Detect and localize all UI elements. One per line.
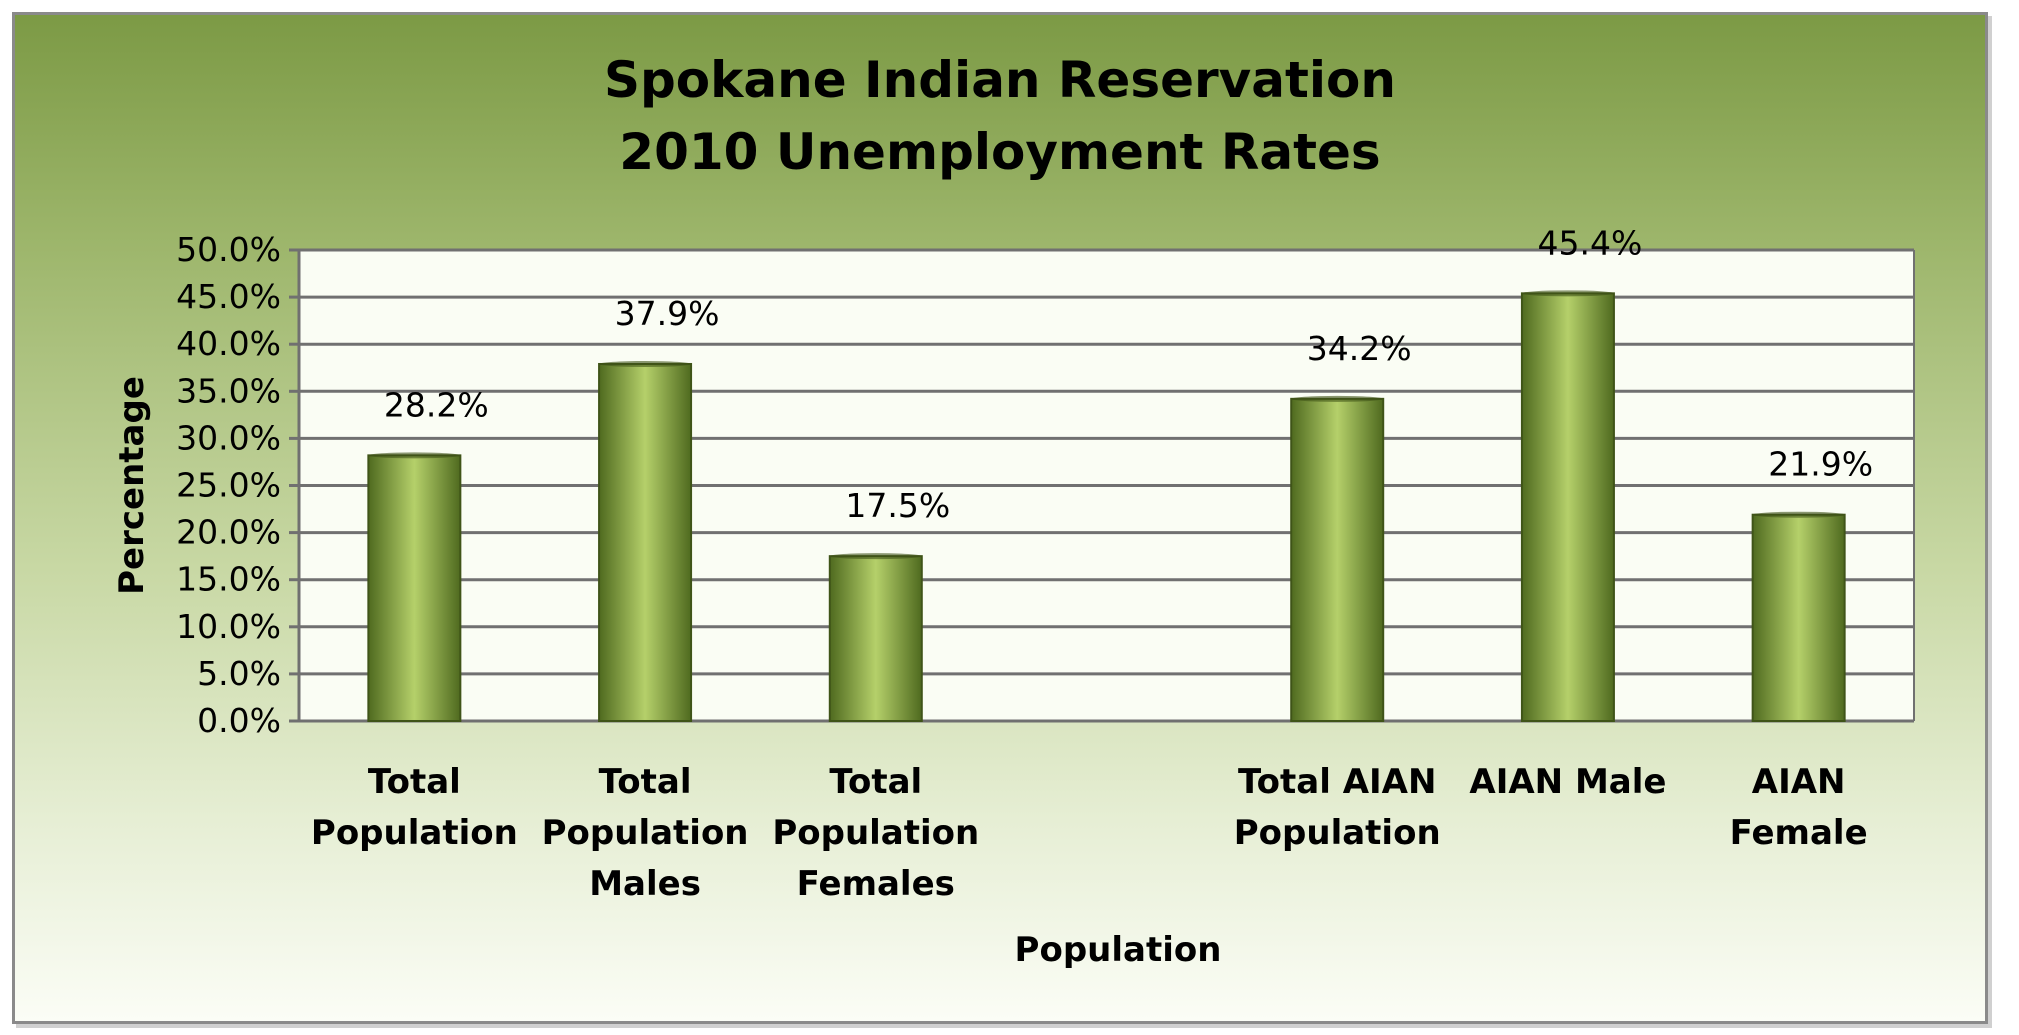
- bar-top: [1291, 395, 1384, 402]
- bar-top: [1521, 290, 1614, 297]
- gridlines: [297, 248, 1915, 723]
- bar: [367, 454, 462, 722]
- y-tick-label: 20.0%: [176, 513, 281, 552]
- y-tick-label: 50.0%: [176, 230, 281, 269]
- y-tick-label: 10.0%: [176, 607, 281, 646]
- category-label: Total: [368, 762, 461, 802]
- data-labels: 28.2% 37.9% 17.5% 34.2% 45.4% 21.9%: [384, 223, 1873, 525]
- bar: [1520, 292, 1615, 722]
- category-label: Population: [311, 813, 518, 853]
- bar: [828, 555, 923, 723]
- bar-top: [599, 360, 692, 367]
- chart-frame: Spokane Indian Reservation 2010 Unemploy…: [12, 12, 1988, 1024]
- bar: [1290, 397, 1385, 722]
- category-labels: Total Population Total Population Males Total…: [311, 762, 1868, 904]
- chart-title-line-2: 2010 Unemployment Rates: [619, 123, 1380, 181]
- category-label: Females: [797, 864, 955, 904]
- category-label: AIAN: [1752, 762, 1846, 802]
- data-label: 45.4%: [1538, 223, 1643, 262]
- bar: [598, 362, 693, 722]
- bar-top: [368, 452, 461, 459]
- category-label: Population: [542, 813, 749, 853]
- bar-top: [1752, 511, 1845, 518]
- chart-title-line-1: Spokane Indian Reservation: [604, 51, 1396, 109]
- category-label: Total: [829, 762, 922, 802]
- bar-top: [829, 553, 922, 560]
- data-label: 21.9%: [1768, 445, 1873, 484]
- bar-chart: Spokane Indian Reservation 2010 Unemploy…: [112, 51, 1915, 970]
- x-axis-title: Population: [1015, 930, 1222, 970]
- y-tick-label: 35.0%: [176, 371, 281, 410]
- category-label: Population: [1234, 813, 1441, 853]
- y-tick-label: 0.0%: [197, 701, 281, 740]
- bars: [367, 290, 1846, 723]
- y-tick-label: 40.0%: [176, 324, 281, 363]
- data-label: 37.9%: [615, 294, 720, 333]
- category-label: Total AIAN: [1238, 762, 1436, 802]
- bar: [1751, 513, 1846, 722]
- y-axis-ticks: 0.0% 5.0% 10.0% 15.0% 20.0% 25.0% 30.0% 35.0% 40…: [176, 230, 299, 740]
- y-tick-label: 30.0%: [176, 418, 281, 457]
- category-label: Males: [589, 864, 701, 904]
- data-label: 17.5%: [845, 486, 950, 525]
- category-label: Population: [772, 813, 979, 853]
- category-label: Total: [599, 762, 692, 802]
- y-tick-label: 5.0%: [197, 654, 281, 693]
- y-tick-label: 25.0%: [176, 466, 281, 505]
- data-label: 34.2%: [1307, 329, 1412, 368]
- data-label: 28.2%: [384, 385, 489, 424]
- y-axis-title: Percentage: [112, 376, 152, 595]
- y-tick-label: 45.0%: [176, 277, 281, 316]
- y-tick-label: 15.0%: [176, 560, 281, 599]
- category-label: AIAN Male: [1469, 762, 1666, 802]
- category-label: Female: [1730, 813, 1868, 853]
